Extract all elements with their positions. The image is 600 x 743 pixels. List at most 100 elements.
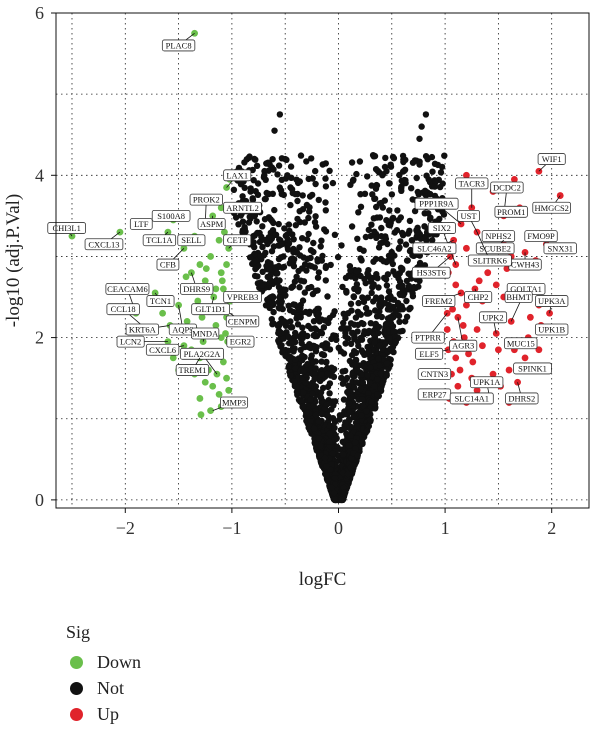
not-point: [350, 293, 357, 300]
legend-item-up: Up: [66, 701, 141, 727]
not-point: [309, 390, 316, 398]
not-point: [400, 167, 408, 175]
not-point: [357, 385, 364, 393]
not-point: [290, 236, 297, 243]
not-point: [354, 338, 362, 346]
gene-label-text: CHI3L1: [52, 223, 80, 233]
y-tick-label: 6: [35, 3, 44, 23]
down-point: [215, 390, 223, 398]
gene-label-text: UPK1A: [473, 377, 501, 387]
not-point: [358, 257, 365, 264]
gene-label-box: [106, 303, 140, 316]
not-point: [256, 238, 264, 246]
up-point: [535, 346, 543, 354]
not-point: [397, 238, 404, 245]
gene-label-text: PLAC8: [166, 40, 192, 50]
gene-label-text: GOLTA1: [510, 284, 542, 294]
not-point: [414, 229, 421, 236]
not-point: [342, 325, 349, 332]
not-point: [348, 455, 355, 462]
not-point: [351, 439, 359, 446]
not-point: [382, 276, 390, 283]
not-point: [292, 190, 299, 198]
not-point: [246, 213, 253, 220]
not-point: [344, 470, 352, 478]
not-point: [386, 207, 393, 214]
not-point: [309, 290, 317, 298]
up-point: [465, 350, 472, 358]
not-point: [285, 333, 292, 341]
not-point: [312, 180, 319, 188]
not-point: [429, 237, 436, 244]
not-point: [312, 365, 319, 372]
not-point: [379, 380, 386, 387]
not-point: [375, 355, 382, 363]
not-point: [380, 258, 387, 265]
not-point: [406, 271, 414, 278]
not-point: [235, 221, 242, 228]
not-point: [306, 344, 313, 351]
not-point: [352, 314, 360, 321]
not-point: [387, 161, 394, 168]
not-point: [230, 186, 238, 193]
not-point: [385, 257, 392, 264]
gene-label-box: [457, 209, 480, 222]
not-point: [409, 196, 416, 203]
not-point: [296, 284, 303, 291]
gene-label-text: CCL18: [111, 304, 136, 314]
not-point: [330, 489, 338, 497]
not-point: [401, 176, 408, 184]
gene-label-box: [177, 234, 206, 247]
not-point: [323, 401, 330, 408]
not-point: [363, 310, 371, 317]
up-point: [484, 269, 492, 277]
x-tick-label: −1: [222, 518, 241, 538]
not-point: [254, 273, 261, 280]
not-point: [347, 432, 354, 439]
not-point: [315, 435, 323, 442]
not-point: [365, 390, 372, 397]
not-point: [357, 203, 365, 210]
not-point: [312, 213, 319, 220]
gene-label-text: MMP3: [222, 398, 246, 408]
not-point: [336, 412, 344, 419]
not-point: [298, 265, 306, 272]
gene-label-text: CXCL13: [88, 239, 119, 249]
not-point: [291, 378, 298, 385]
gene-label-text: LCN2: [120, 337, 141, 347]
not-point: [340, 396, 348, 403]
not-point: [312, 348, 320, 355]
down-point: [222, 330, 229, 337]
not-point: [315, 305, 322, 312]
not-point: [270, 166, 277, 173]
not-point: [310, 239, 317, 247]
not-point: [259, 243, 266, 251]
x-axis-ticks: −2 −1 0 1 2: [116, 508, 556, 538]
not-point: [303, 158, 310, 165]
not-point: [354, 423, 361, 430]
not-point: [290, 308, 297, 316]
gene-label-box: [175, 364, 210, 376]
down-point: [207, 407, 214, 415]
gene-label-box: [412, 242, 457, 255]
not-point: [348, 159, 356, 166]
x-tick-label: 2: [547, 518, 556, 538]
gene-label-text: BHMT: [506, 292, 531, 302]
gene-label-box: [180, 283, 214, 295]
not-point: [311, 219, 319, 226]
up-point: [526, 313, 534, 321]
down-point: [182, 273, 190, 281]
legend-label-down: Down: [97, 651, 141, 672]
not-point: [407, 246, 414, 254]
gene-label-box: [146, 295, 175, 307]
up-point: [468, 204, 476, 212]
not-point: [374, 376, 381, 383]
not-point: [293, 176, 300, 183]
not-point: [376, 342, 383, 349]
gene-label-box: [532, 201, 571, 214]
not-point: [305, 214, 312, 222]
not-point: [324, 370, 331, 378]
gene-label-text: CENPM: [228, 316, 258, 326]
down-point: [217, 204, 225, 212]
not-point: [387, 320, 395, 327]
